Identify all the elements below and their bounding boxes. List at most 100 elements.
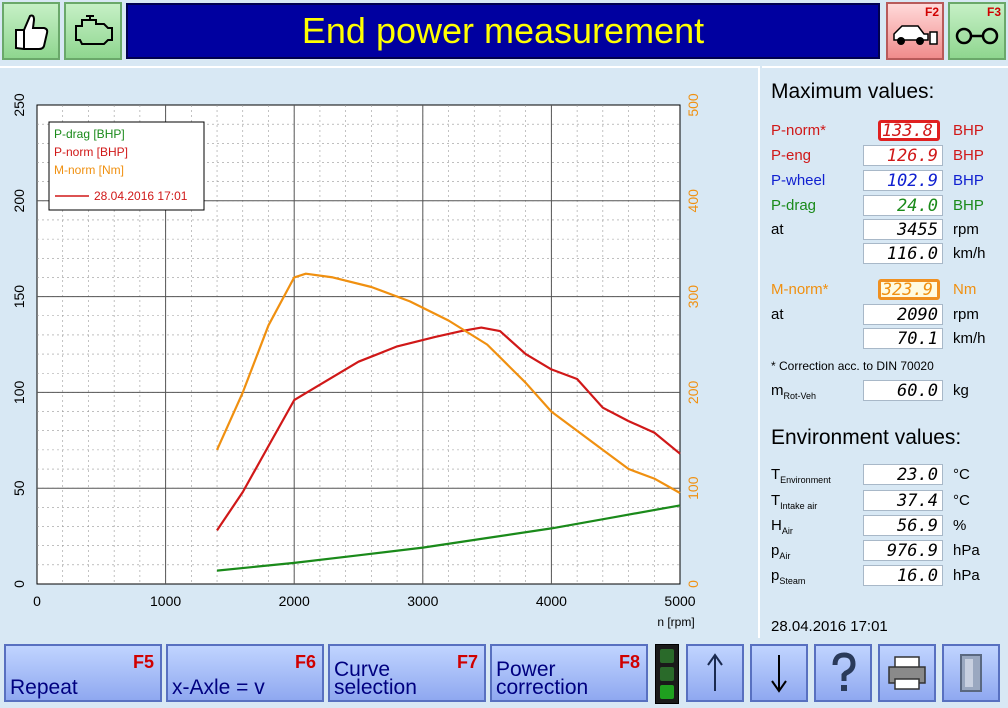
max-value-label: at (771, 306, 784, 323)
max-value-label: P-norm* (771, 122, 827, 139)
max-value-field[interactable]: 116.0 (863, 243, 943, 264)
x-axis-label: n [rpm] (657, 615, 694, 629)
max-value-row: 116.0 km/h (762, 243, 1008, 265)
car-on-dyno-icon (893, 25, 938, 45)
engine-icon (75, 15, 113, 45)
environment-value[interactable]: 16.0 (863, 565, 943, 586)
max-value-label: P-eng (771, 147, 812, 164)
environment-value[interactable]: 23.0 (863, 464, 943, 485)
measurement-datetime: 28.04.2016 17:01 (771, 618, 888, 635)
max-value-field[interactable]: 133.8 (878, 120, 940, 141)
environment-unit: °C (953, 466, 970, 483)
thumbs-up-icon (15, 14, 49, 50)
print-button[interactable] (878, 644, 936, 702)
f3-key-label: F3 (986, 5, 1001, 19)
values-panel: Maximum values: P-norm* 133.8 BHP P-eng 126.… (762, 66, 1008, 638)
x-tick-label: 1000 (150, 593, 181, 609)
series-line-p-norm (216, 326, 681, 532)
max-value-field[interactable]: 70.1 (863, 328, 943, 349)
curve-selection-button[interactable]: F7 Curve selection (328, 644, 486, 702)
environment-label: pSteam (771, 567, 806, 586)
header: End power measurement F2 F3 (0, 0, 1008, 62)
y-left-tick-label: 0 (11, 580, 27, 588)
din-note: * Correction acc. to DIN 70020 (771, 359, 934, 373)
power-chart: 0 1000 2000 3000 4000 5000 0 50 100 150 200 250 0 100… (11, 93, 701, 629)
engine-button[interactable] (64, 2, 122, 60)
x-axle-button[interactable]: F6 x-Axle = v (166, 644, 324, 702)
y-right-tick-label: 200 (685, 381, 701, 405)
max-value-row: M-norm* 323.9 Nm (762, 279, 1008, 301)
environment-value[interactable]: 976.9 (863, 540, 943, 561)
power-correction-label: Power correction (496, 658, 589, 699)
max-value-label: at (771, 221, 784, 238)
x-tick-label: 0 (33, 593, 41, 609)
max-value-row: at 3455 rpm (762, 219, 1008, 241)
max-value-unit: rpm (953, 221, 979, 238)
help-button[interactable] (814, 644, 872, 702)
x-axle-label: x-Axle = v (172, 676, 265, 699)
mrot-value[interactable]: 60.0 (863, 380, 943, 401)
environment-value[interactable]: 37.4 (863, 490, 943, 511)
x-tick-label: 3000 (407, 593, 438, 609)
y-left-tick-label: 100 (11, 381, 27, 405)
printer-icon (888, 656, 926, 690)
environment-label: pAir (771, 542, 791, 561)
repeat-button[interactable]: F5 Repeat (4, 644, 162, 702)
max-value-field[interactable]: 323.9 (878, 279, 940, 300)
status-light (655, 644, 679, 704)
title-bar: End power measurement (126, 3, 880, 59)
status-lamp-middle (660, 667, 674, 681)
scroll-down-button[interactable] (750, 644, 808, 702)
f7-key-label: F7 (456, 652, 478, 672)
environment-unit: hPa (953, 542, 980, 559)
y-right-tick-label: 100 (685, 476, 701, 500)
max-value-unit: Nm (953, 281, 977, 298)
max-value-row: P-eng 126.9 BHP (762, 145, 1008, 167)
max-value-unit: km/h (953, 330, 986, 347)
thumbs-up-button[interactable] (2, 2, 60, 60)
environment-row: pSteam 16.0 hPa (762, 565, 1008, 587)
y-right-tick-label: 300 (685, 285, 701, 309)
footer-toolbar: F5 Repeat F6 x-Axle = v F7 Curve selecti… (0, 640, 1008, 708)
max-value-unit: BHP (953, 172, 984, 189)
environment-row: HAir 56.9% (762, 515, 1008, 537)
max-value-field[interactable]: 126.9 (863, 145, 943, 166)
max-values-title: Maximum values: (771, 80, 935, 103)
y-right-tick-label: 0 (685, 580, 701, 588)
max-value-label: M-norm* (771, 281, 829, 298)
roller-button[interactable]: F3 (948, 2, 1006, 60)
max-value-row: P-drag 24.0 BHP (762, 195, 1008, 217)
x-tick-label: 2000 (279, 593, 310, 609)
power-correction-button[interactable]: F8 Power correction (490, 644, 648, 702)
page-title: End power measurement (301, 10, 705, 51)
environment-unit: hPa (953, 567, 980, 584)
max-value-row: P-wheel 102.9 BHP (762, 170, 1008, 192)
y-left-tick-label: 200 (11, 189, 27, 213)
roller-icon (955, 27, 999, 45)
repeat-label: Repeat (10, 676, 78, 699)
environment-label: HAir (771, 517, 793, 536)
help-icon (832, 652, 856, 691)
environment-label: TIntake air (771, 492, 818, 511)
mrot-label-text: m (771, 382, 784, 399)
legend-entry: M-norm [Nm] (54, 163, 124, 177)
max-value-unit: rpm (953, 306, 979, 323)
legend-entry: P-drag [BHP] (54, 127, 125, 141)
max-value-field[interactable]: 24.0 (863, 195, 943, 216)
max-value-label: P-wheel (771, 172, 826, 189)
chart-panel: 0 1000 2000 3000 4000 5000 0 50 100 150 200 250 0 100… (0, 66, 760, 638)
scroll-up-button[interactable] (686, 644, 744, 702)
environment-value[interactable]: 56.9 (863, 515, 943, 536)
mrot-unit: kg (953, 382, 969, 399)
dyno-car-button[interactable]: F2 (886, 2, 944, 60)
exit-button[interactable] (942, 644, 1000, 702)
mrot-row: mRot-Veh 60.0 kg (762, 380, 1008, 402)
max-value-field[interactable]: 2090 (863, 304, 943, 325)
environment-label: TEnvironment (771, 466, 831, 485)
x-tick-label: 4000 (536, 593, 567, 609)
series-line-p-drag (216, 504, 681, 572)
mrot-label-sub: Rot-Veh (783, 391, 817, 401)
max-value-field[interactable]: 102.9 (863, 170, 943, 191)
legend-run-label: 28.04.2016 17:01 (94, 189, 188, 203)
max-value-field[interactable]: 3455 (863, 219, 943, 240)
